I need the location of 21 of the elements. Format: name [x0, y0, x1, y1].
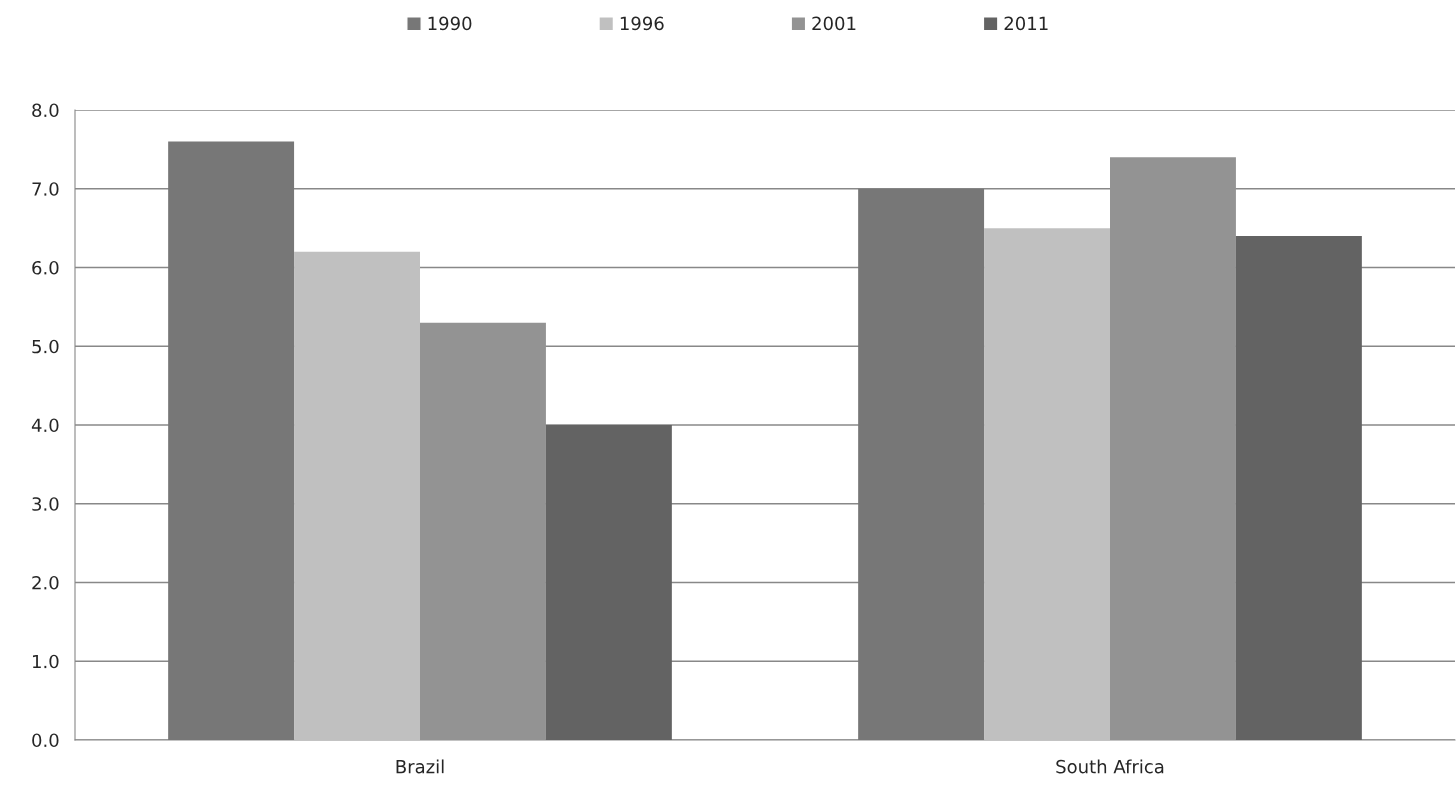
y-tick-label: 5.0 [32, 339, 59, 354]
y-tick-label: 4.0 [31, 418, 59, 433]
legend-label: 2001 [812, 16, 856, 31]
bar [984, 228, 1110, 740]
legend-label: 1990 [428, 16, 472, 31]
y-tick-label: 3.0 [32, 497, 59, 511]
legend-label: 2011 [1004, 16, 1048, 31]
bar [1235, 236, 1362, 740]
y-tick-label: 1.0 [32, 654, 59, 669]
bar [858, 188, 985, 740]
x-tick-label: Brazil [396, 759, 444, 774]
y-tick-label: 6.0 [32, 260, 59, 275]
bar [168, 141, 295, 740]
x-tick-label: South Africa [1056, 759, 1164, 774]
y-tick-label: 2.0 [32, 575, 59, 590]
bar [545, 425, 672, 740]
y-tick-label: 8.0 [32, 103, 59, 118]
bar [294, 251, 420, 740]
y-tick-label: 7.0 [32, 182, 59, 196]
y-tick-label: 0.0 [32, 733, 59, 748]
legend-label: 1996 [620, 16, 664, 31]
